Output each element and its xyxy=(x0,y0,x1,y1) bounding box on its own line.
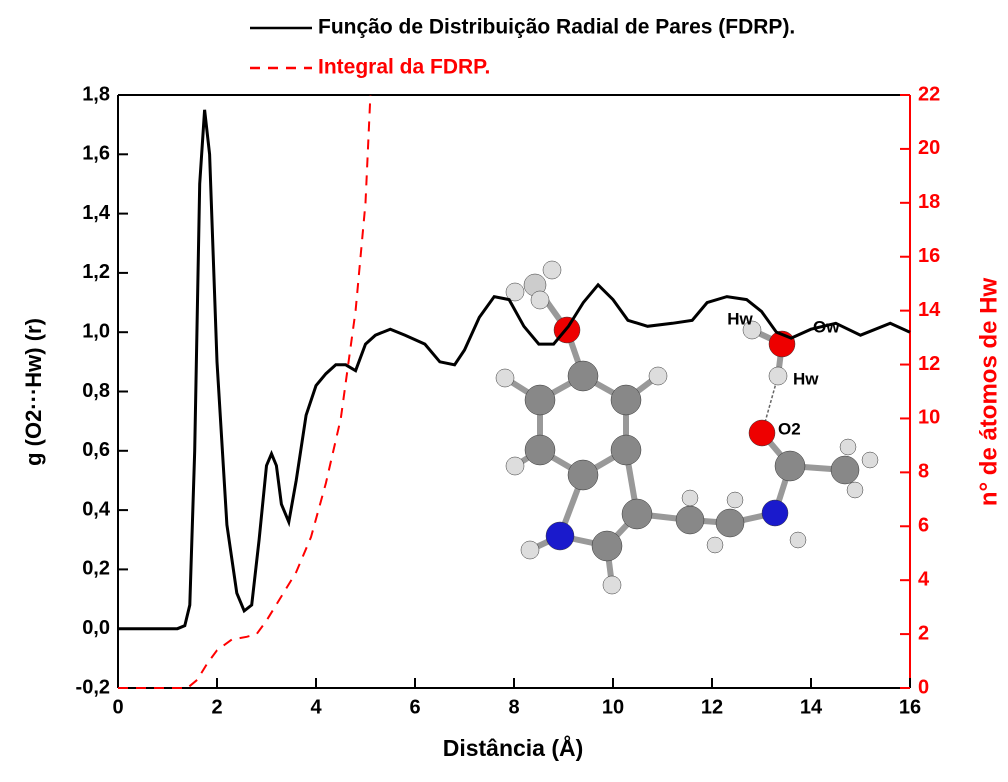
y-tick-label: 0,8 xyxy=(82,380,110,402)
y-tick-label: 1,6 xyxy=(82,143,110,165)
y2-tick-label: 0 xyxy=(918,676,929,698)
x-tick-label: 14 xyxy=(800,696,823,718)
x-tick-label: 10 xyxy=(602,696,624,718)
x-tick-label: 16 xyxy=(899,696,921,718)
y-axis-label: g (O2···Hw) (r) xyxy=(21,318,46,466)
y2-tick-label: 12 xyxy=(918,353,940,375)
molecule-inset: Hw Ow Hw O2 xyxy=(495,260,879,595)
y-tick-label: 1,4 xyxy=(82,202,111,224)
y-tick-label: 1,0 xyxy=(82,320,110,342)
atom-label: Hw xyxy=(793,369,819,388)
y2-tick-label: 8 xyxy=(918,461,929,483)
x-tick-label: 2 xyxy=(211,696,222,718)
y2-tick-label: 20 xyxy=(918,137,940,159)
series-line xyxy=(118,109,911,631)
atom-label: O2 xyxy=(778,419,801,438)
y2-tick-label: 22 xyxy=(918,83,940,105)
y-tick-label: 0,2 xyxy=(82,558,110,580)
y-tick-label: 0,4 xyxy=(82,498,111,520)
x-tick-label: 12 xyxy=(701,696,723,718)
y2-tick-label: 16 xyxy=(918,245,940,267)
x-tick-label: 8 xyxy=(508,696,519,718)
y2-tick-label: 4 xyxy=(918,568,930,590)
y-tick-label: -0,2 xyxy=(76,676,110,698)
y2-axis-label: n° de átomos de Hw xyxy=(975,278,1002,507)
atom-label: Hw xyxy=(727,309,753,328)
y2-tick-label: 6 xyxy=(918,515,929,537)
y-tick-label: 0,6 xyxy=(82,439,110,461)
y-tick-label: 1,8 xyxy=(82,83,110,105)
series-line xyxy=(118,94,372,689)
x-tick-label: 4 xyxy=(310,696,322,718)
y2-tick-label: 18 xyxy=(918,191,940,213)
legend-label: Integral da FDRP. xyxy=(318,56,490,79)
y-tick-label: 1,2 xyxy=(82,261,110,283)
y-tick-label: 0,0 xyxy=(82,617,110,639)
y2-tick-label: 2 xyxy=(918,622,929,644)
y2-tick-label: 14 xyxy=(918,299,941,321)
x-tick-label: 0 xyxy=(112,696,123,718)
x-axis-label: Distância (Å) xyxy=(443,734,584,761)
x-tick-label: 6 xyxy=(409,696,420,718)
y2-tick-label: 10 xyxy=(918,407,940,429)
legend-label: Função de Distribuição Radial de Pares (… xyxy=(318,16,795,39)
